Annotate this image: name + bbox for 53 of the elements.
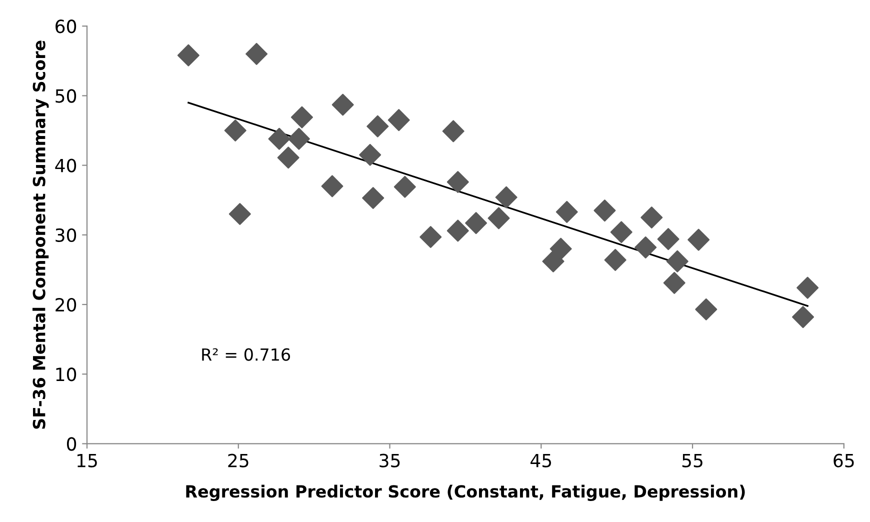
point [594, 200, 616, 222]
point [663, 272, 686, 294]
x-tick-label: 15 [77, 454, 97, 468]
x-tick-label: 65 [834, 454, 854, 468]
point [366, 115, 389, 138]
point [446, 171, 469, 193]
point [290, 106, 313, 128]
point [442, 120, 464, 142]
y-tick-label: 50 [56, 89, 76, 103]
point [420, 226, 442, 248]
point [666, 250, 688, 272]
point [796, 276, 819, 299]
point [465, 212, 488, 234]
y-tick-label: 20 [56, 298, 76, 312]
point [446, 220, 469, 242]
point [288, 128, 310, 150]
annotation: R² = 0.716 [202, 348, 290, 361]
point [321, 175, 344, 198]
point [542, 250, 564, 272]
x-tick-label: 45 [530, 454, 552, 468]
point [177, 44, 200, 66]
y-axis-title: SF-36 Mental Component Summary Score [32, 40, 49, 429]
point [359, 144, 382, 166]
x-tick-label: 35 [380, 454, 400, 468]
point [277, 146, 300, 169]
point [246, 42, 268, 65]
point [657, 228, 680, 250]
y-tick-label: 0 [66, 437, 76, 451]
point [495, 186, 518, 208]
point [362, 187, 384, 210]
y-tick-label: 40 [55, 158, 76, 172]
point [634, 236, 657, 258]
x-tick-label: 25 [228, 454, 248, 468]
point [224, 120, 246, 142]
point [394, 176, 416, 198]
point [550, 238, 572, 260]
point [695, 298, 718, 320]
point [792, 306, 814, 328]
point [332, 94, 354, 116]
point [228, 203, 251, 226]
point [640, 206, 663, 228]
point [388, 109, 410, 132]
point [604, 248, 626, 271]
point [610, 221, 632, 244]
point [556, 200, 578, 223]
x-tick-label: 55 [682, 454, 702, 468]
point [268, 128, 290, 150]
y-tick-label: 30 [56, 228, 76, 242]
point [488, 207, 510, 230]
y-tick-label: 10 [56, 368, 76, 382]
y-tick-label: 60 [56, 20, 76, 34]
point [688, 228, 710, 251]
x-axis-title: Regression Predictor Score (Constant, Fatigue, Depression) [186, 484, 745, 502]
